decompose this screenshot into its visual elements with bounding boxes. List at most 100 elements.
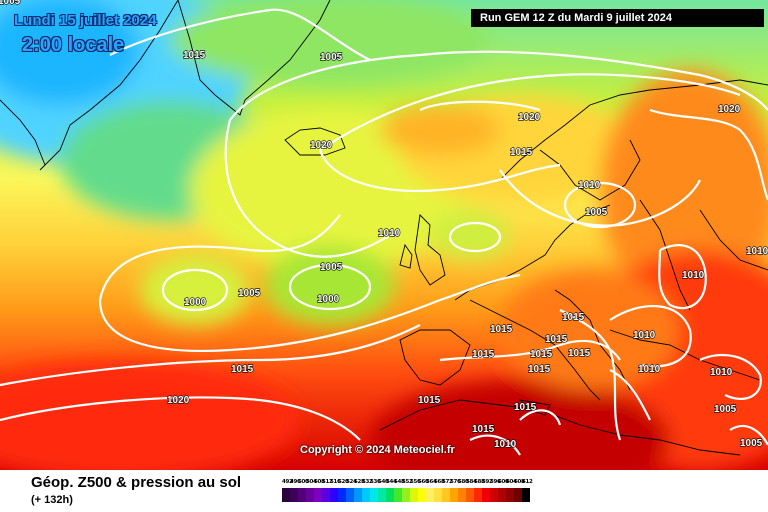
scale-swatch <box>370 488 378 502</box>
scale-tick-label: 496 <box>290 479 301 485</box>
scale-tick-label: 508 <box>314 479 325 485</box>
scale-tick-label: 520 <box>338 479 349 485</box>
scale-swatch <box>474 488 482 502</box>
scale-swatch <box>362 488 370 502</box>
isobar-label: 1005 <box>320 52 343 63</box>
isobar-label: 1015 <box>472 349 495 360</box>
isobar-label: 1010 <box>578 180 601 191</box>
scale-swatch <box>402 488 410 502</box>
scale-tick-label: 492 <box>282 479 293 485</box>
isobars <box>0 8 768 456</box>
scale-swatch <box>322 488 330 502</box>
scale-tick-label: 556 <box>410 479 421 485</box>
scale-tick-label: 512 <box>322 479 333 485</box>
isobar-label: 1000 <box>184 297 207 308</box>
scale-swatch <box>354 488 362 502</box>
scale-tick-label: 544 <box>386 479 397 485</box>
isobar-labels: 1005 1015 1005 1020 1020 1020 1015 1010 … <box>0 0 768 451</box>
geopotential-field: 1005 1015 1005 1020 1020 1020 1015 1010 … <box>0 0 768 470</box>
color-scale-labels: 492 496 500 504 508 512 516 520 524 528 532 536 540 5… <box>282 479 533 485</box>
weather-map: 1005 1015 1005 1020 1020 1020 1015 1010 … <box>0 0 768 470</box>
map-caption-title: Géop. Z500 & pression au sol <box>31 474 242 491</box>
scale-swatch <box>490 488 498 502</box>
scale-swatch <box>450 488 458 502</box>
isobar-label: 1005 <box>0 0 21 7</box>
color-scale-swatches <box>282 488 530 502</box>
forecast-date: Lundi 15 juillet 2024 <box>14 12 157 29</box>
isobar-label: 1005 <box>585 207 608 218</box>
scale-tick-label: 504 <box>306 479 317 485</box>
isobar-label: 1005 <box>714 404 737 415</box>
scale-tick-label: 500 <box>298 479 309 485</box>
scale-swatch <box>378 488 386 502</box>
isobar-label: 1015 <box>530 349 553 360</box>
color-scale: 492 496 500 504 508 512 516 520 524 528 532 536 540 5… <box>282 479 533 502</box>
scale-tick-label: 588 <box>474 479 485 485</box>
scale-tick-label: 528 <box>354 479 365 485</box>
scale-tick-label: 524 <box>346 479 357 485</box>
scale-swatch <box>498 488 506 502</box>
scale-swatch <box>482 488 490 502</box>
isobar-label: 1005 <box>320 262 343 273</box>
scale-tick-label: 580 <box>458 479 469 485</box>
scale-tick-label: 572 <box>442 479 453 485</box>
map-caption-lead-time: (+ 132h) <box>31 494 73 506</box>
scale-swatch <box>418 488 426 502</box>
scale-swatch <box>426 488 434 502</box>
scale-tick-label: 568 <box>434 479 445 485</box>
isobar-label: 1010 <box>494 439 517 450</box>
scale-tick-label: 548 <box>394 479 405 485</box>
scale-tick-label: 540 <box>378 479 389 485</box>
scale-tick-label: 596 <box>490 479 501 485</box>
scale-tick-label: 612 <box>522 479 533 485</box>
isobar-label: 1015 <box>568 348 591 359</box>
scale-swatch <box>458 488 466 502</box>
isobar-label: 1020 <box>718 104 741 115</box>
scale-swatch <box>410 488 418 502</box>
scale-swatch <box>442 488 450 502</box>
legend-bar: Géop. Z500 & pression au sol (+ 132h) 49… <box>0 470 768 512</box>
scale-tick-label: 604 <box>506 479 517 485</box>
scale-tick-label: 536 <box>370 479 381 485</box>
isobar-label: 1010 <box>378 228 401 239</box>
scale-tick-label: 532 <box>362 479 373 485</box>
isobar-label: 1005 <box>740 438 763 449</box>
scale-tick-label: 560 <box>418 479 429 485</box>
scale-swatch <box>514 488 522 502</box>
scale-tick-label: 584 <box>466 479 477 485</box>
scale-swatch <box>522 488 530 502</box>
isobar-label: 1015 <box>183 50 206 61</box>
scale-swatch <box>394 488 402 502</box>
isobar-label: 1020 <box>167 395 190 406</box>
scale-tick-label: 592 <box>482 479 493 485</box>
scale-swatch <box>466 488 474 502</box>
isobar-label: 1015 <box>528 364 551 375</box>
scale-tick-label: 564 <box>426 479 437 485</box>
coastlines <box>0 0 768 456</box>
scale-swatch <box>314 488 322 502</box>
scale-tick-label: 608 <box>514 479 525 485</box>
copyright: Copyright © 2024 Meteociel.fr <box>300 444 455 456</box>
isobar-label: 1010 <box>682 270 705 281</box>
isobar-label: 1015 <box>231 364 254 375</box>
scale-tick-label: 576 <box>450 479 461 485</box>
isobar-label: 1015 <box>418 395 441 406</box>
scale-swatch <box>434 488 442 502</box>
scale-swatch <box>386 488 394 502</box>
isobar-label: 1015 <box>472 424 495 435</box>
isobar-label: 1020 <box>518 112 541 123</box>
scale-swatch <box>506 488 514 502</box>
scale-swatch <box>338 488 346 502</box>
scale-swatch <box>282 488 290 502</box>
scale-tick-label: 600 <box>498 479 509 485</box>
forecast-time: 2:00 locale <box>22 34 125 56</box>
isobar-label: 1005 <box>238 288 261 299</box>
scale-swatch <box>346 488 354 502</box>
isobar-label: 1010 <box>746 246 768 257</box>
isobar-label: 1010 <box>710 367 733 378</box>
isobar-label: 1020 <box>310 140 333 151</box>
isobar-label: 1010 <box>633 330 656 341</box>
scale-tick-label: 516 <box>330 479 341 485</box>
isobar-label: 1015 <box>562 312 585 323</box>
scale-swatch <box>306 488 314 502</box>
